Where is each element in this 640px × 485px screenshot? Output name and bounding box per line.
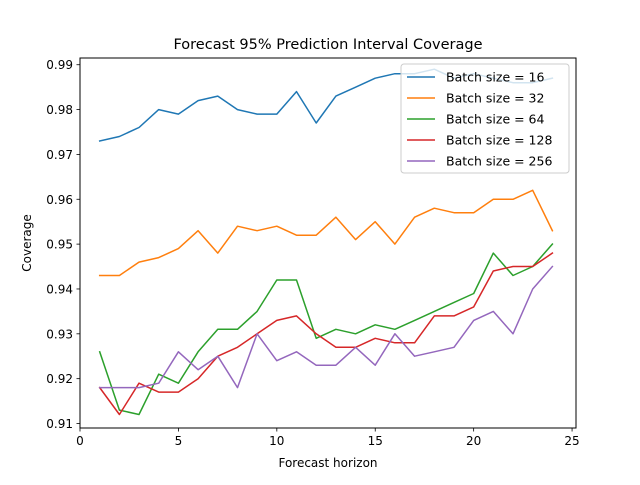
plot-area: 0 5 10 15 20 25 0.910.920.930.940.950.960.970… — [46, 57, 580, 448]
legend-label-4: Batch size = 128 — [446, 133, 552, 148]
y-tick-label: 0.93 — [46, 327, 73, 341]
y-axis-label: Coverage — [20, 214, 34, 272]
y-tick-label: 0.95 — [46, 238, 73, 252]
legend-label-1: Batch size = 16 — [446, 70, 545, 85]
x-axis-ticks: 0 5 10 15 20 25 — [76, 428, 580, 448]
legend-entries: Batch size = 16 Batch size = 32 Batch size… — [407, 70, 552, 169]
axes-frame — [79, 57, 577, 429]
legend-label-2: Batch size = 32 — [446, 91, 544, 106]
legend: Batch size = 16 Batch size = 32 Batch size… — [400, 63, 570, 174]
x-tick-label: 10 — [269, 434, 284, 448]
y-tick-label: 0.94 — [46, 282, 73, 296]
chart-title: Forecast 95% Prediction Interval Coverag… — [173, 37, 482, 53]
x-axis-label: Forecast horizon — [278, 456, 377, 470]
series-line-4 — [98, 252, 554, 416]
y-tick-label: 0.96 — [46, 193, 73, 207]
legend-box — [400, 63, 570, 174]
series-line-3 — [98, 243, 554, 416]
y-tick-label: 0.97 — [46, 148, 73, 162]
x-tick-label: 0 — [76, 434, 84, 448]
x-tick-label: 25 — [564, 434, 579, 448]
y-tick-label: 0.91 — [46, 417, 73, 431]
y-tick-label: 0.98 — [46, 103, 73, 117]
x-tick-label: 20 — [466, 434, 481, 448]
series-line-5 — [98, 265, 554, 389]
y-axis-ticks: 0.91 0.92 0.93 0.94 0.95 0.96 0.97 0.98 0.99 — [46, 58, 80, 431]
y-tick-label: 0.92 — [46, 372, 73, 386]
legend-label-5: Batch size = 256 — [446, 154, 552, 169]
x-tick-label: 5 — [175, 434, 183, 448]
legend-label-3: Batch size = 64 — [446, 112, 545, 127]
y-tick-label: 0.99 — [46, 58, 73, 72]
series-line-2 — [98, 189, 554, 277]
x-tick-label: 15 — [368, 434, 383, 448]
